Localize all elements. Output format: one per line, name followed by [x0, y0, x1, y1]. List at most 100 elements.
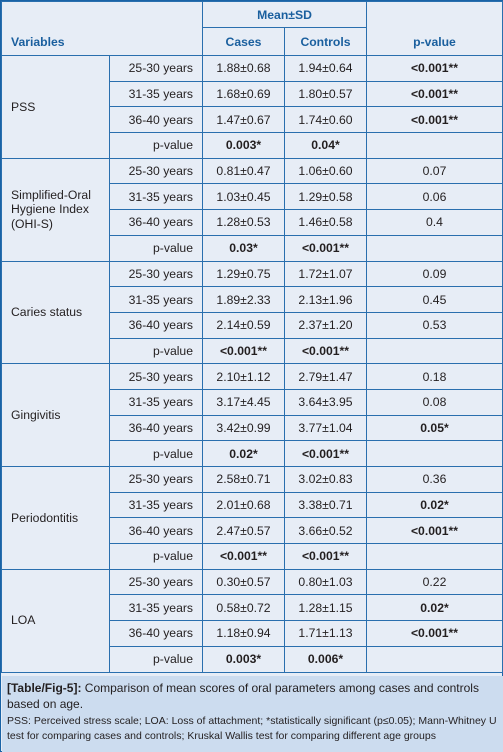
cases-value-cell: 3.17±4.45 [202, 388, 285, 416]
pvalue-cell: <0.001** [366, 80, 503, 108]
controls-value-cell: 1.72±1.07 [284, 260, 367, 288]
pvalue-cell: <0.001** [366, 517, 503, 545]
controls-pvalue-cell: <0.001** [284, 440, 367, 467]
results-table: Variables Mean±SD p-value Cases Controls… [1, 1, 503, 673]
empty-cell [366, 645, 503, 673]
table-row: Gingivitis 25-30 years 2.10±1.12 2.79±1.47 0… [1, 363, 503, 467]
pvalue-cell: <0.001** [366, 106, 503, 134]
cases-pvalue-cell: 0.003* [202, 132, 285, 159]
header-controls: Controls [284, 27, 367, 56]
pvalue-cell: 0.4 [366, 209, 503, 236]
empty-cell [366, 440, 503, 467]
cases-value-cell: 2.01±0.68 [202, 491, 285, 519]
controls-value-cell: 2.79±1.47 [284, 363, 367, 390]
variable-name: PSS [1, 55, 110, 159]
controls-value-cell: 1.80±0.57 [284, 80, 367, 108]
caption-title-line: [Table/Fig-5]: Comparison of mean scores… [7, 680, 498, 712]
cases-value-cell: 1.68±0.69 [202, 80, 285, 108]
variable-name: Gingivitis [1, 363, 110, 467]
controls-pvalue-cell: 0.006* [284, 645, 367, 673]
cases-value-cell: 1.89±2.33 [202, 286, 285, 313]
cases-value-cell: 1.18±0.94 [202, 620, 285, 647]
controls-value-cell: 2.37±1.20 [284, 311, 367, 339]
controls-value-cell: 1.74±0.60 [284, 106, 367, 134]
pvalue-cell: <0.001** [366, 55, 503, 82]
caption-notes: PSS: Perceived stress scale; LOA: Loss o… [7, 715, 497, 742]
age-group-cell: 31-35 years [109, 80, 203, 108]
pvalue-cell: 0.07 [366, 157, 503, 185]
controls-value-cell: 2.13±1.96 [284, 286, 367, 313]
pvalue-row-label: p-value [109, 132, 203, 159]
cases-value-cell: 0.81±0.47 [202, 157, 285, 185]
cases-value-cell: 2.58±0.71 [202, 466, 285, 493]
pvalue-row-label: p-value [109, 645, 203, 673]
pvalue-cell: 0.05* [366, 414, 503, 442]
pvalue-cell: 0.06 [366, 183, 503, 211]
controls-value-cell: 0.80±1.03 [284, 568, 367, 596]
empty-cell [366, 132, 503, 159]
controls-pvalue-cell: <0.001** [284, 234, 367, 262]
age-group-cell: 25-30 years [109, 363, 203, 390]
variable-name: Simplified-Oral Hygiene Index (OHI-S) [1, 157, 110, 262]
pvalue-summary-row: p-value 0.003* 0.006* [2, 645, 503, 673]
empty-cell [366, 543, 503, 570]
table-row: Periodontitis 25-30 years 2.58±0.71 3.02±0.… [1, 466, 503, 570]
age-group-cell: 31-35 years [109, 594, 203, 622]
caption-title: Comparison of mean scores of oral parame… [7, 681, 479, 711]
age-group-cell: 25-30 years [109, 568, 203, 596]
age-group-cell: 36-40 years [109, 414, 203, 442]
age-group-cell: 25-30 years [109, 55, 203, 82]
table-row: 36-40 years 1.18±0.94 1.71±1.13 <0.001** [2, 620, 503, 647]
controls-value-cell: 3.77±1.04 [284, 414, 367, 442]
age-group-cell: 31-35 years [109, 388, 203, 416]
controls-value-cell: 3.66±0.52 [284, 517, 367, 545]
pvalue-row-label: p-value [109, 337, 203, 365]
age-group-cell: 36-40 years [109, 517, 203, 545]
header-mean-sd: Mean±SD [202, 1, 367, 28]
cases-pvalue-cell: <0.001** [202, 543, 285, 570]
pvalue-cell: 0.02* [366, 594, 503, 622]
age-group-cell: 31-35 years [109, 183, 203, 211]
cases-pvalue-cell: 0.003* [202, 645, 285, 673]
cases-value-cell: 0.30±0.57 [202, 568, 285, 596]
controls-value-cell: 1.46±0.58 [284, 209, 367, 236]
controls-value-cell: 1.94±0.64 [284, 55, 367, 82]
controls-pvalue-cell: 0.04* [284, 132, 367, 159]
table-row: PSS 25-30 years 1.88±0.68 1.94±0.64 <0.001** [1, 55, 503, 159]
pvalue-summary-row: p-value 0.003* 0.04* [2, 132, 503, 159]
pvalue-cell: 0.22 [366, 568, 503, 596]
controls-value-cell: 1.29±0.58 [284, 183, 367, 211]
cases-value-cell: 1.03±0.45 [202, 183, 285, 211]
age-group-cell: 36-40 years [109, 209, 203, 236]
header-cases: Cases [202, 27, 285, 56]
age-group-cell: 36-40 years [109, 106, 203, 134]
age-group-cell: 25-30 years [109, 157, 203, 185]
table-row: 31-35 years 3.17±4.45 3.64±3.95 0.08 [2, 388, 503, 416]
table-caption: [Table/Fig-5]: Comparison of mean scores… [2, 676, 503, 752]
pvalue-summary-row: p-value <0.001** <0.001** [2, 543, 503, 570]
pvalue-row-label: p-value [109, 440, 203, 467]
controls-pvalue-cell: <0.001** [284, 337, 367, 365]
controls-value-cell: 3.38±0.71 [284, 491, 367, 519]
pvalue-cell: 0.36 [366, 466, 503, 493]
pvalue-cell: 0.53 [366, 311, 503, 339]
cases-value-cell: 1.88±0.68 [202, 55, 285, 82]
pvalue-cell: <0.001** [366, 620, 503, 647]
cases-pvalue-cell: 0.03* [202, 234, 285, 262]
empty-cell [366, 234, 503, 262]
table-row: Caries status 25-30 years 1.29±0.75 1.72±1.… [1, 260, 503, 365]
cases-value-cell: 2.10±1.12 [202, 363, 285, 390]
cases-value-cell: 3.42±0.99 [202, 414, 285, 442]
controls-pvalue-cell: <0.001** [284, 543, 367, 570]
table-row: 31-35 years 1.68±0.69 1.80±0.57 <0.001** [2, 80, 503, 108]
controls-value-cell: 1.06±0.60 [284, 157, 367, 185]
table-row: Simplified-Oral Hygiene Index (OHI-S) 25-… [1, 157, 503, 262]
pvalue-row-label: p-value [109, 543, 203, 570]
table-row: 31-35 years 2.01±0.68 3.38±0.71 0.02* [2, 491, 503, 519]
age-group-cell: 31-35 years [109, 286, 203, 313]
pvalue-summary-row: p-value <0.001** <0.001** [2, 337, 503, 365]
variable-name: LOA [1, 568, 110, 673]
header-pvalue: p-value [366, 1, 503, 56]
age-group-cell: 25-30 years [109, 260, 203, 288]
cases-value-cell: 2.14±0.59 [202, 311, 285, 339]
